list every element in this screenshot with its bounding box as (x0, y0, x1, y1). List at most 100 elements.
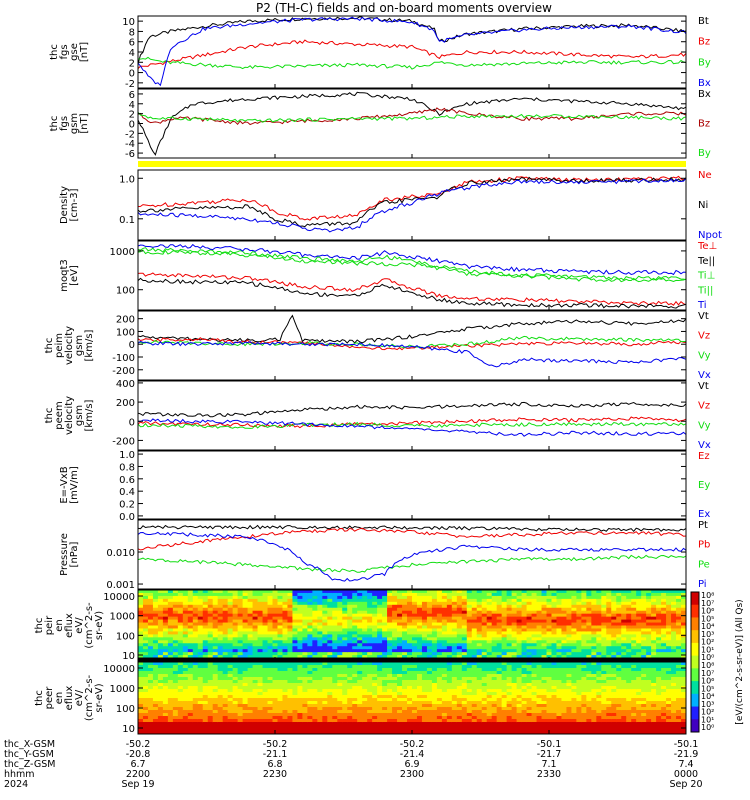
y-axis-label: peim (54, 333, 65, 358)
series-line-temperature-0 (138, 272, 686, 306)
y-tick-label: 100 (116, 704, 135, 715)
y-axis-label: peer (44, 686, 55, 710)
y-axis-label: (cm^2-s- (84, 674, 95, 721)
series-line-peim_velocity-1 (138, 337, 686, 351)
y-axis-label: sr-eV) (94, 611, 105, 640)
y-axis-label: gsm (69, 113, 80, 134)
x-tick-label: -50.2 (126, 739, 151, 750)
legend-label: Te⊥ (697, 241, 717, 252)
legend-label: Pi (698, 579, 707, 590)
y-tick-label: -100 (112, 353, 135, 364)
y-axis-label: Density (59, 186, 70, 224)
y-tick-label: 100 (116, 327, 135, 338)
y-axis-label: thc (44, 408, 55, 424)
y-tick-label: 2 (129, 58, 135, 69)
y-tick-label: 10000 (103, 592, 135, 603)
x-axis-row-label: 2024 (4, 779, 28, 790)
x-axis-row-label: thc_X-GSM (4, 739, 55, 750)
y-tick-label: 0.010 (106, 548, 135, 559)
y-tick-label: 0 (129, 417, 135, 428)
colorbar-tick: 10⁰ (701, 723, 714, 732)
y-axis-label: sr-eV) (94, 683, 105, 712)
y-axis-label: peir (44, 615, 55, 635)
x-axis-row-label: hhmm (4, 769, 35, 780)
colorbar-tick: 10⁷ (701, 599, 714, 608)
x-tick-label: -21.1 (263, 749, 288, 760)
x-tick-label: -21.4 (400, 749, 425, 760)
legend-label: Ti⊥ (697, 271, 715, 282)
y-axis-label: [eV] (69, 265, 80, 286)
series-line-peim_velocity-0 (138, 314, 686, 344)
y-tick-label: 0 (129, 120, 135, 131)
colorbar-tick: 10⁴ (701, 692, 714, 701)
colorbar-tick: 10¹ (701, 715, 714, 724)
y-axis-label: eflux (64, 686, 75, 711)
panel-peem_velocity: Vt Vz Vy Vx 400 200 0 -200 thc peem velocity gsm [km… (44, 379, 711, 451)
y-axis-label: velocity (64, 326, 75, 365)
colorbar-tick: 10⁵ (701, 684, 714, 693)
y-axis-label: velocity (64, 396, 75, 435)
y-tick-label: 0 (129, 69, 135, 80)
y-axis-label: (cm^2-s- (84, 602, 95, 649)
y-tick-label: 0 (129, 340, 135, 351)
x-tick-label: 6.7 (130, 759, 145, 770)
y-tick-label: -200 (112, 436, 135, 447)
x-tick-label: 6.9 (404, 759, 419, 770)
panel-frame (137, 450, 687, 520)
y-axis-label: [nT] (79, 42, 90, 62)
y-tick-label: -200 (112, 366, 135, 377)
y-tick-label: 1.0 (119, 174, 135, 185)
legend-label: Bt (698, 16, 709, 27)
panel-frame (137, 169, 687, 241)
colorbar-tick: 10⁴ (701, 622, 714, 631)
x-tick-label: -21.7 (537, 749, 562, 760)
x-axis-row-label: thc_Z-GSM (4, 759, 55, 770)
y-tick-label: 200 (116, 315, 135, 326)
legend-label: Ey (698, 480, 710, 491)
legend-label: Vt (698, 381, 709, 392)
y-tick-label: -2 (125, 79, 135, 90)
y-axis-label: en (54, 692, 65, 705)
x-tick-label: -50.1 (537, 739, 562, 750)
colorbar-tick: 10⁷ (701, 669, 714, 678)
y-tick-label: 100 (116, 631, 135, 642)
colorbar-tick: 10² (701, 708, 714, 717)
y-axis-label: thc (34, 690, 45, 706)
series-line-peem_velocity-0 (138, 401, 686, 418)
legend-label: Bz (698, 119, 710, 130)
y-tick-label: 10 (122, 17, 135, 28)
colorbar-tick: 10³ (701, 630, 714, 639)
y-tick-label: 1000 (110, 612, 135, 623)
series-line-temperature-2 (138, 247, 686, 281)
colorbar-tick: 10⁶ (701, 607, 714, 616)
y-axis-label: eflux (64, 613, 75, 638)
panel-frame (137, 88, 687, 159)
y-tick-label: 0.0 (119, 512, 135, 523)
y-axis-label: thc (34, 618, 45, 634)
x-tick-label: 2330 (537, 769, 561, 780)
series-line-fgs_gse-1 (138, 39, 686, 69)
panel-density: Ne Ni Npot 1.0 0.1 Density [cm-3] (59, 169, 722, 241)
y-tick-label: 100 (116, 286, 135, 297)
x-tick-label: 7.1 (541, 759, 556, 770)
x-tick-label: 6.8 (267, 759, 282, 770)
legend-label: Pb (698, 540, 710, 551)
legend-label: Pe (698, 559, 710, 570)
legend-label: Vx (698, 440, 711, 451)
y-tick-label: 0.4 (119, 487, 135, 498)
y-axis-label: [cm-3] (69, 188, 80, 221)
x-tick-label: 0000 (674, 769, 698, 780)
series-line-peem_velocity-1 (138, 416, 686, 429)
series-line-fgs_gse-2 (138, 56, 686, 70)
legend-label: By (698, 148, 711, 159)
legend-label: Te|| (697, 256, 715, 267)
colorbar-tick: 10⁶ (701, 677, 714, 686)
x-tick-label: -21.9 (674, 749, 699, 760)
mode-bar (138, 161, 686, 167)
y-axis-label: E=-VxB (59, 466, 70, 503)
legend-label: Ne (698, 170, 712, 181)
series-line-density-0 (138, 175, 686, 221)
y-axis-label: gse (69, 43, 80, 61)
series-line-temperature-4 (138, 243, 686, 276)
